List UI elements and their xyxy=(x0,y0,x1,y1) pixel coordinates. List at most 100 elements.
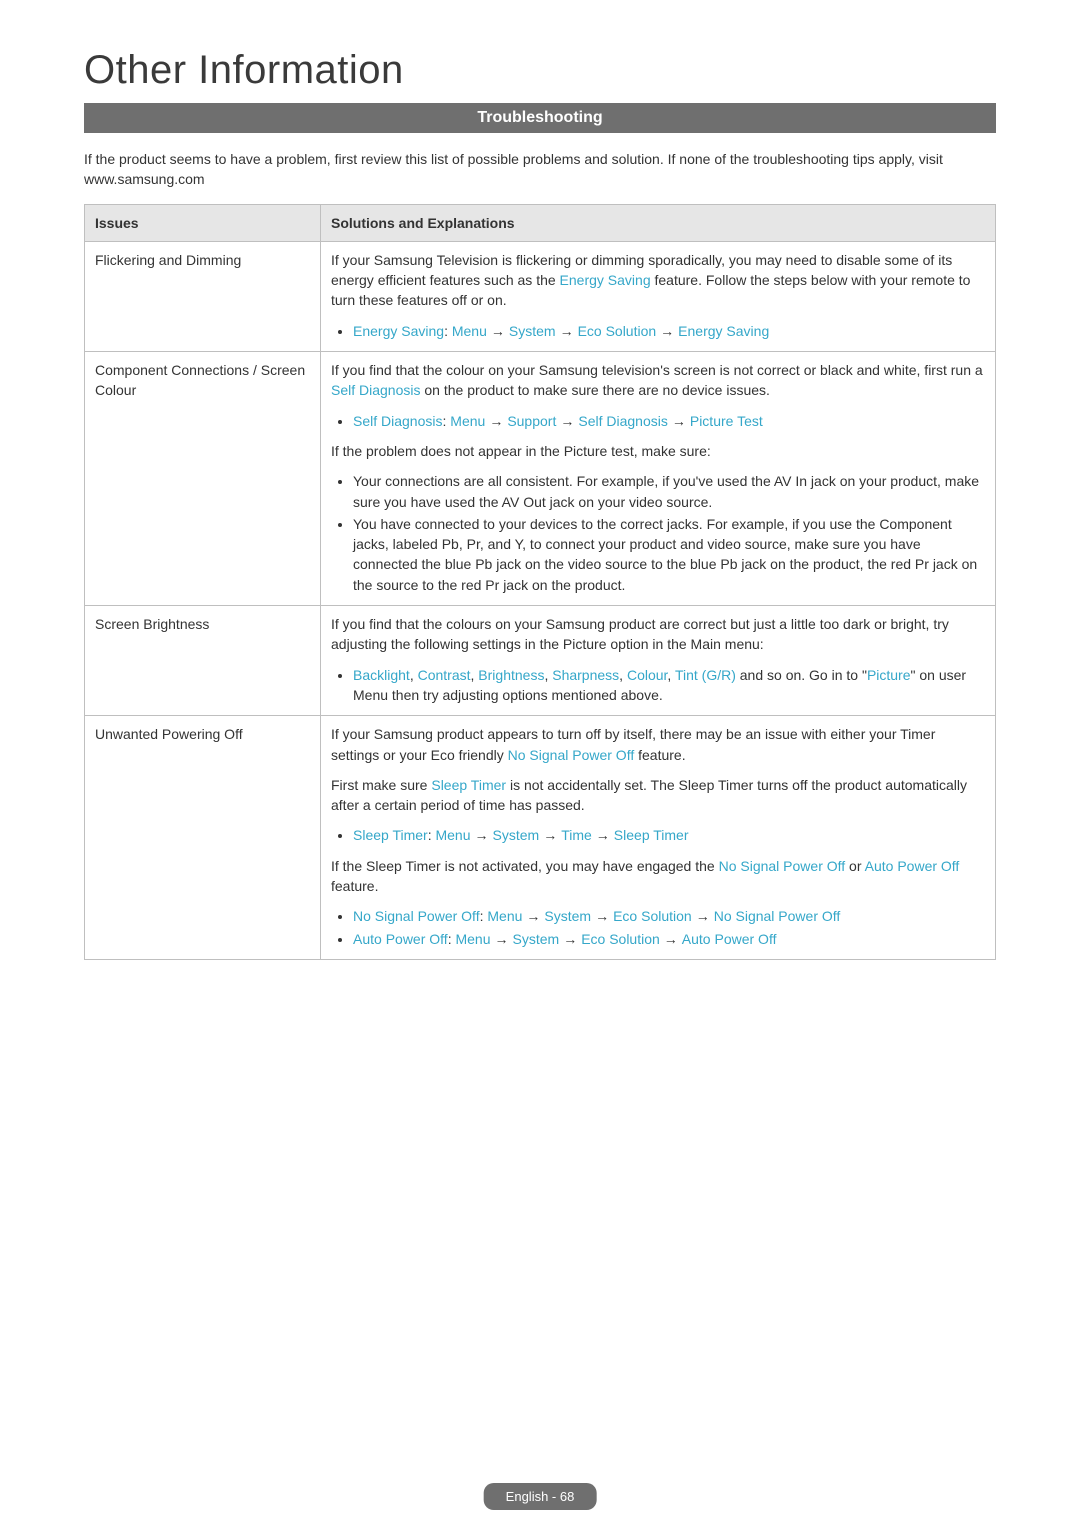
solution-cell-poweroff: If your Samsung product appears to turn … xyxy=(321,716,996,960)
menu-path-label: Sleep Timer xyxy=(353,827,428,843)
issue-cell-poweroff: Unwanted Powering Off xyxy=(85,716,321,960)
arrow-icon: → xyxy=(487,323,509,339)
list-item: Self Diagnosis: Menu→Support→Self Diagno… xyxy=(353,411,985,431)
paragraph: If the problem does not appear in the Pi… xyxy=(331,441,985,461)
arrow-icon: → xyxy=(559,931,581,947)
issue-cell-component: Component Connections / Screen Colour xyxy=(85,352,321,606)
arrow-icon: → xyxy=(539,827,561,843)
menu-step: Menu xyxy=(435,827,470,843)
arrow-icon: → xyxy=(491,931,513,947)
arrow-icon: → xyxy=(656,323,678,339)
col-header-solutions: Solutions and Explanations xyxy=(321,204,996,241)
menu-step: Self Diagnosis xyxy=(578,413,668,429)
menu-step: Eco Solution xyxy=(613,908,692,924)
list-item: Backlight, Contrast, Brightness, Sharpne… xyxy=(353,665,985,706)
menu-step: Support xyxy=(507,413,556,429)
paragraph: If your Samsung product appears to turn … xyxy=(331,724,985,765)
text-span: , xyxy=(619,667,627,683)
list-item: Your connections are all consistent. For… xyxy=(353,471,985,512)
bullet-list: Energy Saving: Menu→System→Eco Solution→… xyxy=(331,321,985,341)
solution-cell-brightness: If you find that the colours on your Sam… xyxy=(321,606,996,716)
paragraph: If you find that the colour on your Sams… xyxy=(331,360,985,401)
arrow-icon: → xyxy=(660,931,682,947)
text-span: feature. xyxy=(331,878,378,894)
text-span: and so on. Go in to " xyxy=(736,667,867,683)
arrow-icon: → xyxy=(485,413,507,429)
paragraph: First make sure Sleep Timer is not accid… xyxy=(331,775,985,816)
bullet-list: Your connections are all consistent. For… xyxy=(331,471,985,595)
arrow-icon: → xyxy=(668,413,690,429)
highlight-brightness: Brightness xyxy=(478,667,544,683)
menu-step: Menu xyxy=(450,413,485,429)
page-footer: English - 68 xyxy=(484,1483,597,1510)
highlight-no-signal-power-off: No Signal Power Off xyxy=(719,858,846,874)
troubleshooting-table: Issues Solutions and Explanations Flicke… xyxy=(84,204,996,960)
menu-step: Menu xyxy=(487,908,522,924)
bullet-list: No Signal Power Off: Menu→System→Eco Sol… xyxy=(331,906,985,949)
highlight-auto-power-off: Auto Power Off xyxy=(865,858,960,874)
list-item: Auto Power Off: Menu→System→Eco Solution… xyxy=(353,929,985,949)
text-span: First make sure xyxy=(331,777,431,793)
menu-step: System xyxy=(509,323,556,339)
highlight-energy-saving: Energy Saving xyxy=(560,272,651,288)
menu-step: System xyxy=(544,908,591,924)
menu-step: Eco Solution xyxy=(578,323,657,339)
menu-step: Menu xyxy=(452,323,487,339)
menu-step: System xyxy=(513,931,560,947)
text-span: feature. xyxy=(634,747,685,763)
table-row: Component Connections / Screen Colour If… xyxy=(85,352,996,606)
menu-step: Auto Power Off xyxy=(682,931,777,947)
text-span: , xyxy=(410,667,418,683)
menu-step: System xyxy=(493,827,540,843)
menu-path-label: Auto Power Off xyxy=(353,931,448,947)
col-header-issues: Issues xyxy=(85,204,321,241)
intro-paragraph: If the product seems to have a problem, … xyxy=(84,149,996,190)
menu-path-label: Energy Saving xyxy=(353,323,444,339)
text-span: on the product to make sure there are no… xyxy=(421,382,770,398)
highlight-sleep-timer: Sleep Timer xyxy=(431,777,506,793)
section-banner-troubleshooting: Troubleshooting xyxy=(84,103,996,133)
text-span: , xyxy=(667,667,675,683)
text-span: or xyxy=(845,858,864,874)
menu-path-label: Self Diagnosis xyxy=(353,413,443,429)
paragraph: If your Samsung Television is flickering… xyxy=(331,250,985,311)
issue-cell-brightness: Screen Brightness xyxy=(85,606,321,716)
list-item: No Signal Power Off: Menu→System→Eco Sol… xyxy=(353,906,985,926)
arrow-icon: → xyxy=(591,908,613,924)
menu-path-label: No Signal Power Off xyxy=(353,908,480,924)
highlight-self-diagnosis: Self Diagnosis xyxy=(331,382,421,398)
menu-step: Menu xyxy=(455,931,490,947)
highlight-no-signal-power-off: No Signal Power Off xyxy=(508,747,635,763)
paragraph: If you find that the colours on your Sam… xyxy=(331,614,985,655)
highlight-contrast: Contrast xyxy=(418,667,471,683)
menu-step: Energy Saving xyxy=(678,323,769,339)
paragraph: If the Sleep Timer is not activated, you… xyxy=(331,856,985,897)
highlight-backlight: Backlight xyxy=(353,667,410,683)
highlight-picture: Picture xyxy=(867,667,911,683)
text-span: If you find that the colour on your Sams… xyxy=(331,362,983,378)
menu-step: Sleep Timer xyxy=(614,827,689,843)
arrow-icon: → xyxy=(692,908,714,924)
highlight-colour: Colour xyxy=(627,667,667,683)
menu-step: Picture Test xyxy=(690,413,763,429)
arrow-icon: → xyxy=(592,827,614,843)
bullet-list: Self Diagnosis: Menu→Support→Self Diagno… xyxy=(331,411,985,431)
menu-step: Eco Solution xyxy=(581,931,660,947)
list-item: Sleep Timer: Menu→System→Time→Sleep Time… xyxy=(353,825,985,845)
menu-step: Time xyxy=(561,827,592,843)
bullet-list: Sleep Timer: Menu→System→Time→Sleep Time… xyxy=(331,825,985,845)
highlight-sharpness: Sharpness xyxy=(552,667,619,683)
list-item: You have connected to your devices to th… xyxy=(353,514,985,595)
text-span: : xyxy=(444,323,452,339)
document-page: Other Information Troubleshooting If the… xyxy=(0,0,1080,1534)
arrow-icon: → xyxy=(471,827,493,843)
issue-cell-flickering: Flickering and Dimming xyxy=(85,241,321,351)
solution-cell-flickering: If your Samsung Television is flickering… xyxy=(321,241,996,351)
menu-step: No Signal Power Off xyxy=(714,908,841,924)
bullet-list: Backlight, Contrast, Brightness, Sharpne… xyxy=(331,665,985,706)
solution-cell-component: If you find that the colour on your Sams… xyxy=(321,352,996,606)
page-title: Other Information xyxy=(84,48,996,93)
table-row: Unwanted Powering Off If your Samsung pr… xyxy=(85,716,996,960)
table-row: Flickering and Dimming If your Samsung T… xyxy=(85,241,996,351)
arrow-icon: → xyxy=(522,908,544,924)
